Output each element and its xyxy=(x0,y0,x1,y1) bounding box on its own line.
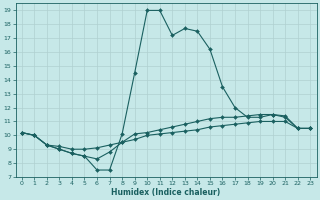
X-axis label: Humidex (Indice chaleur): Humidex (Indice chaleur) xyxy=(111,188,221,197)
